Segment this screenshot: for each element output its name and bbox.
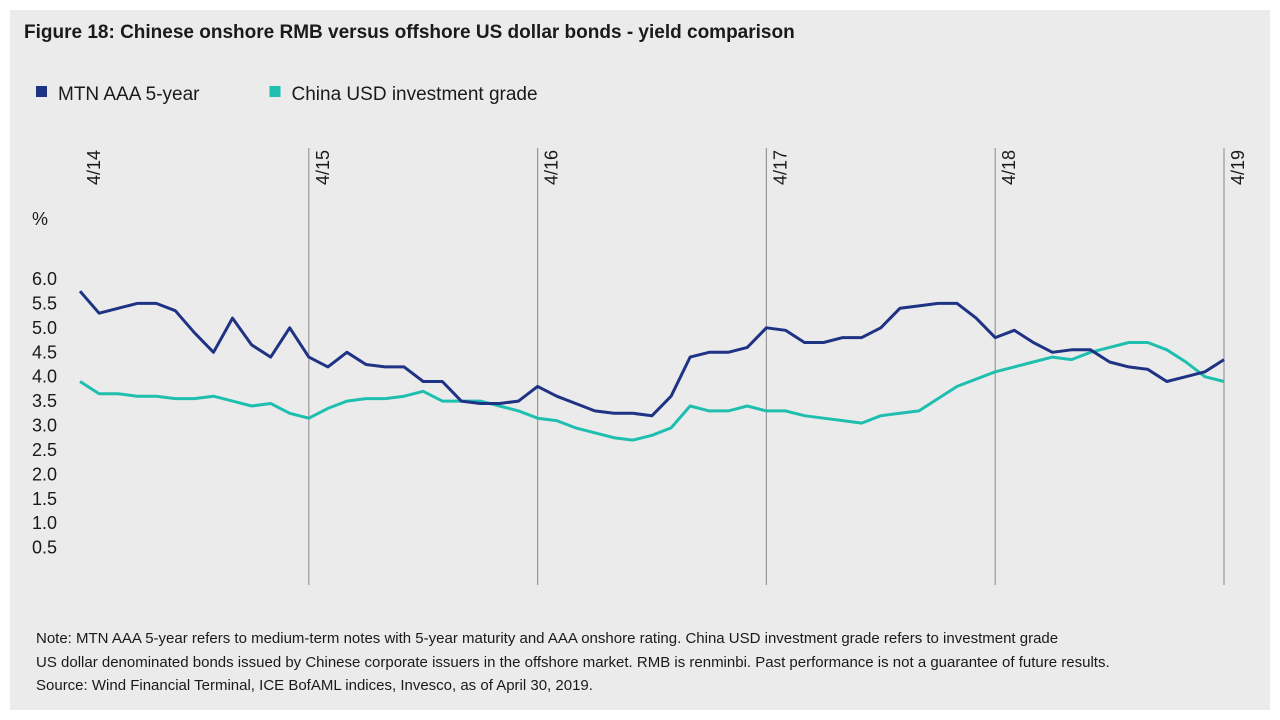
legend-swatch — [269, 86, 281, 97]
note-line: Note: MTN AAA 5-year refers to medium-te… — [36, 630, 1058, 647]
legend-label: China USD investment grade — [292, 84, 538, 105]
y-tick-label: 2.5 — [32, 440, 57, 460]
x-tick-label: 4/15 — [313, 150, 333, 185]
series-line — [78, 290, 1225, 418]
x-tick-label: 4/16 — [542, 150, 562, 185]
chart-title: Figure 18: Chinese onshore RMB versus of… — [24, 22, 795, 43]
y-tick-label: 5.5 — [32, 293, 57, 313]
x-tick-label: 4/14 — [84, 150, 104, 185]
x-tick-label: 4/18 — [999, 150, 1019, 185]
legend-label: MTN AAA 5-year — [58, 84, 200, 105]
y-tick-label: 0.5 — [32, 538, 57, 558]
x-tick-label: 4/17 — [770, 150, 790, 185]
y-tick-label: 1.0 — [32, 513, 57, 533]
y-tick-label: 3.0 — [32, 416, 57, 436]
legend-swatch — [36, 86, 47, 97]
y-tick-label: 2.0 — [32, 464, 57, 484]
series-line — [79, 341, 1225, 442]
y-tick-label: 4.0 — [32, 367, 57, 387]
note-line: Source: Wind Financial Terminal, ICE Bof… — [36, 677, 593, 694]
x-tick-label: 4/19 — [1228, 150, 1248, 185]
background — [10, 10, 1270, 710]
y-axis-label: % — [32, 209, 48, 229]
y-tick-label: 5.0 — [32, 318, 57, 338]
y-tick-label: 4.5 — [32, 342, 57, 362]
note-line: US dollar denominated bonds issued by Ch… — [36, 654, 1110, 671]
y-tick-label: 1.5 — [32, 489, 57, 509]
y-tick-label: 6.0 — [32, 269, 57, 289]
y-tick-label: 3.5 — [32, 391, 57, 411]
